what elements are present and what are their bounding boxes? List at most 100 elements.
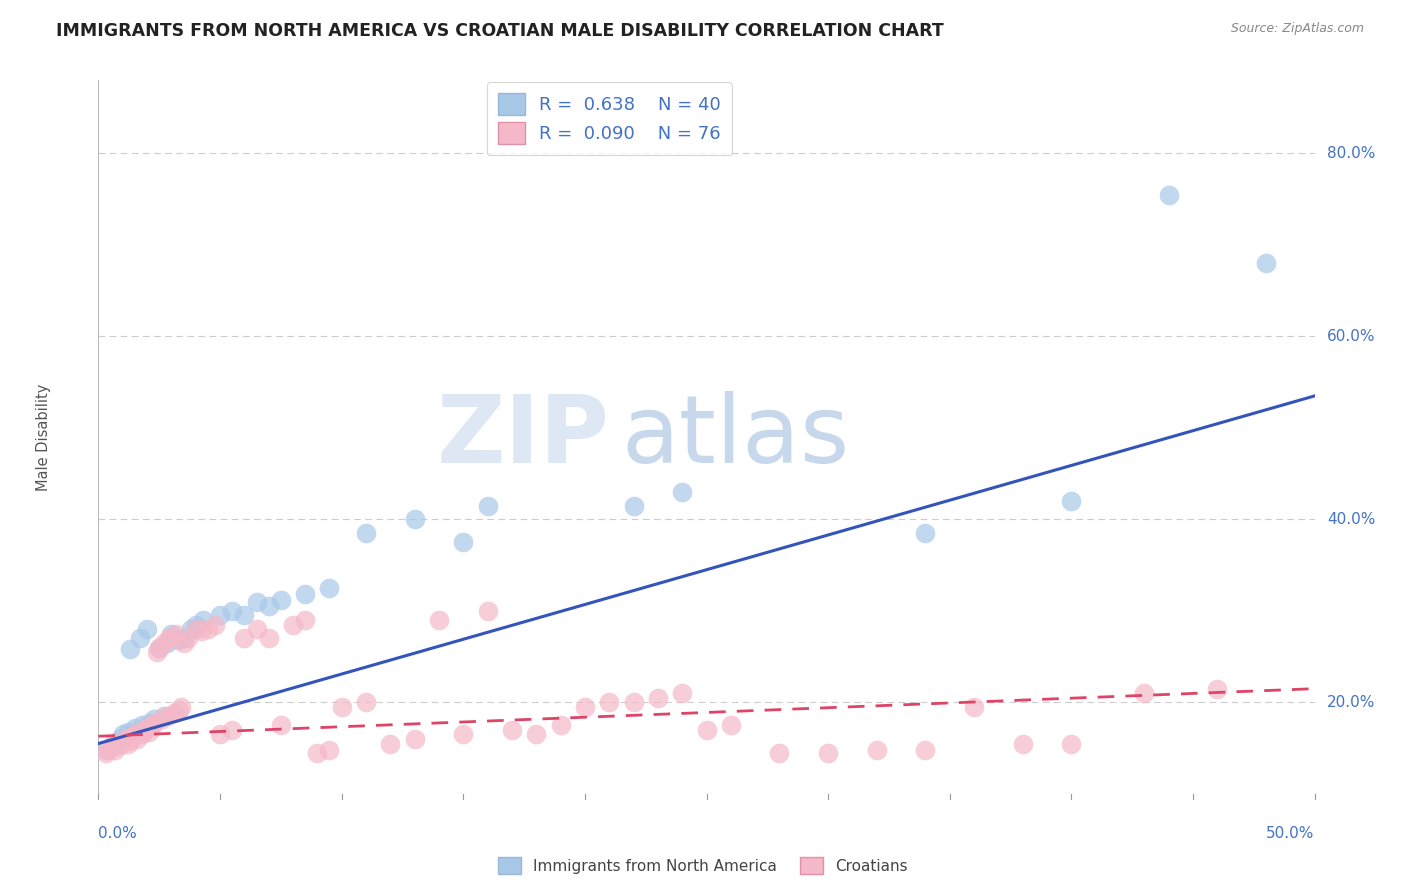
Point — [671, 686, 693, 700]
Text: 80.0%: 80.0% — [1327, 146, 1375, 161]
Point — [104, 736, 127, 750]
Legend: Immigrants from North America, Croatians: Immigrants from North America, Croatians — [492, 851, 914, 880]
Point — [124, 721, 146, 735]
Point — [221, 723, 243, 737]
Point — [184, 622, 207, 636]
Point — [167, 703, 190, 717]
Point — [817, 746, 839, 760]
Point — [160, 627, 183, 641]
Point — [453, 727, 475, 741]
Point — [160, 632, 183, 646]
Point — [294, 613, 316, 627]
Point — [173, 636, 195, 650]
Text: 20.0%: 20.0% — [1327, 695, 1375, 710]
Point — [1011, 737, 1033, 751]
Point — [107, 737, 129, 751]
Point — [330, 700, 353, 714]
Point — [180, 622, 202, 636]
Point — [477, 604, 499, 618]
Text: Male Disability: Male Disability — [37, 384, 51, 491]
Point — [696, 723, 718, 737]
Point — [117, 724, 139, 739]
Point — [524, 727, 547, 741]
Point — [138, 715, 160, 730]
Point — [157, 632, 180, 646]
Text: 0.0%: 0.0% — [98, 826, 138, 841]
Point — [131, 727, 153, 741]
Point — [136, 721, 159, 735]
Point — [270, 593, 292, 607]
Point — [294, 587, 316, 601]
Point — [104, 743, 127, 757]
Point — [153, 709, 176, 723]
Point — [136, 622, 159, 636]
Text: Source: ZipAtlas.com: Source: ZipAtlas.com — [1230, 22, 1364, 36]
Text: 50.0%: 50.0% — [1267, 826, 1315, 841]
Point — [574, 700, 596, 714]
Point — [143, 715, 166, 730]
Legend: R =  0.638    N = 40, R =  0.090    N = 76: R = 0.638 N = 40, R = 0.090 N = 76 — [486, 82, 731, 155]
Point — [101, 739, 124, 754]
Point — [1060, 737, 1083, 751]
Point — [131, 718, 153, 732]
Point — [318, 743, 340, 757]
Point — [257, 632, 280, 646]
Point — [143, 712, 166, 726]
Point — [110, 731, 132, 746]
Point — [148, 640, 170, 655]
Point — [245, 622, 267, 636]
Point — [318, 581, 340, 595]
Text: 60.0%: 60.0% — [1327, 329, 1375, 344]
Point — [354, 526, 377, 541]
Point — [155, 636, 177, 650]
Point — [623, 695, 645, 709]
Point — [97, 743, 120, 757]
Point — [623, 499, 645, 513]
Point — [404, 512, 426, 526]
Point — [233, 632, 256, 646]
Point — [427, 613, 450, 627]
Point — [233, 608, 256, 623]
Point — [768, 746, 790, 760]
Point — [118, 642, 141, 657]
Point — [146, 645, 169, 659]
Point — [1254, 256, 1277, 270]
Point — [963, 700, 986, 714]
Point — [111, 727, 134, 741]
Point — [209, 608, 232, 623]
Point — [380, 737, 402, 751]
Point — [94, 743, 117, 757]
Point — [148, 640, 170, 655]
Point — [184, 617, 207, 632]
Point — [141, 718, 163, 732]
Point — [190, 624, 212, 638]
Point — [354, 695, 377, 709]
Point — [100, 741, 122, 756]
Point — [1060, 494, 1083, 508]
Point — [118, 734, 141, 748]
Text: ZIP: ZIP — [436, 391, 609, 483]
Point — [257, 599, 280, 614]
Point — [94, 746, 117, 760]
Point — [209, 727, 232, 741]
Point — [453, 535, 475, 549]
Point — [114, 731, 136, 746]
Point — [165, 627, 187, 641]
Point — [914, 743, 936, 757]
Text: 40.0%: 40.0% — [1327, 512, 1375, 527]
Point — [170, 700, 193, 714]
Text: atlas: atlas — [621, 391, 849, 483]
Point — [866, 743, 889, 757]
Point — [173, 632, 195, 646]
Point — [128, 632, 150, 646]
Point — [167, 633, 190, 648]
Point — [100, 739, 122, 754]
Point — [150, 712, 173, 726]
Point — [134, 723, 156, 737]
Point — [153, 636, 176, 650]
Point — [191, 613, 214, 627]
Point — [1206, 681, 1229, 696]
Text: IMMIGRANTS FROM NORTH AMERICA VS CROATIAN MALE DISABILITY CORRELATION CHART: IMMIGRANTS FROM NORTH AMERICA VS CROATIA… — [56, 22, 943, 40]
Point — [121, 730, 143, 744]
Point — [128, 724, 150, 739]
